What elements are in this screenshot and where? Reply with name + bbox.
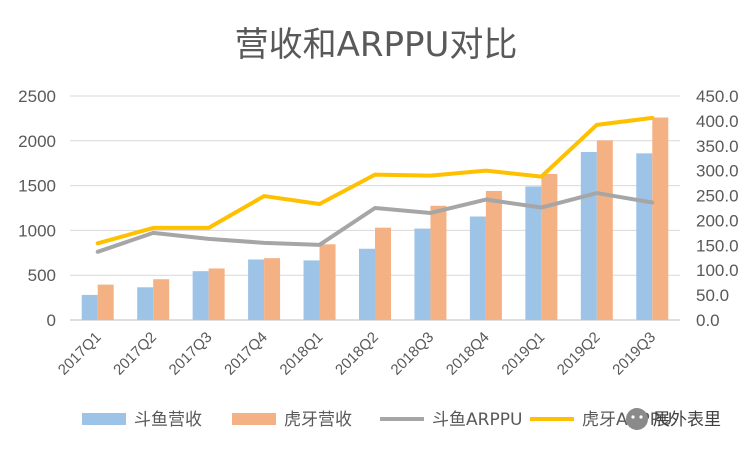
- y-right-tick-label: 300.0: [696, 162, 739, 181]
- bar: [541, 173, 558, 320]
- x-tick-label: 2017Q4: [221, 329, 271, 379]
- watermark: 展外表里: [626, 408, 721, 430]
- legend-label: 斗鱼ARPPU: [432, 410, 522, 430]
- bar: [137, 287, 154, 320]
- chart-title: 营收和ARPPU对比: [235, 25, 518, 65]
- legend-label: 虎牙营收: [284, 410, 352, 430]
- bar: [319, 244, 336, 320]
- x-tick-label: 2017Q2: [110, 329, 160, 379]
- x-tick-label: 2017Q3: [166, 329, 216, 379]
- bar: [303, 260, 320, 320]
- bar: [469, 216, 486, 320]
- bar: [248, 259, 265, 320]
- y-right-tick-label: 150.0: [696, 236, 739, 255]
- y-right-tick-label: 450.0: [696, 87, 739, 106]
- x-tick-label: 2018Q3: [388, 329, 438, 379]
- y-left-tick-label: 1000: [18, 221, 56, 240]
- wechat-icon-eye: [631, 415, 635, 419]
- bar: [525, 186, 542, 320]
- y-right-tick-label: 400.0: [696, 112, 739, 131]
- legend-swatch: [82, 413, 126, 425]
- x-tick-label: 2019Q2: [554, 329, 604, 379]
- bar: [430, 205, 447, 320]
- x-tick-label: 2019Q1: [498, 329, 548, 379]
- wechat-icon-eye: [639, 415, 643, 419]
- bar: [264, 258, 281, 320]
- bar: [414, 228, 431, 320]
- y-right-tick-label: 200.0: [696, 211, 739, 230]
- legend-label: 斗鱼营收: [134, 410, 202, 430]
- y-right-tick-label: 0.0: [696, 311, 720, 330]
- wechat-icon: [626, 408, 648, 430]
- x-tick-label: 2018Q4: [443, 329, 493, 379]
- bar: [208, 268, 225, 320]
- y-right-tick-label: 350.0: [696, 137, 739, 156]
- series-line: [95, 191, 655, 254]
- x-tick-label: 2017Q1: [55, 329, 105, 379]
- legend-swatch: [232, 413, 276, 425]
- bar: [596, 140, 613, 320]
- x-tick-label: 2018Q2: [332, 329, 382, 379]
- x-tick-label: 2018Q1: [277, 329, 327, 379]
- y-left-tick-label: 0: [47, 311, 56, 330]
- bar: [652, 117, 669, 320]
- bar: [153, 279, 170, 320]
- y-right-tick-label: 50.0: [696, 286, 729, 305]
- bar: [359, 248, 375, 320]
- y-left-tick-label: 500: [28, 266, 56, 285]
- y-left-tick-label: 2000: [18, 132, 56, 151]
- bar: [81, 294, 98, 320]
- x-tick-label: 2019Q3: [609, 329, 659, 379]
- bars: [81, 117, 669, 320]
- legend: 斗鱼营收虎牙营收斗鱼ARPPU虎牙ARPPU: [82, 410, 672, 430]
- bar: [636, 153, 653, 320]
- series-line: [95, 115, 655, 246]
- bar: [192, 271, 209, 320]
- bar: [97, 284, 114, 320]
- y-left-tick-label: 1500: [18, 177, 56, 196]
- y-left-tick-label: 2500: [18, 87, 56, 106]
- line-series: [95, 115, 655, 254]
- bar: [375, 227, 391, 320]
- bar: [580, 152, 597, 320]
- y-right-tick-label: 100.0: [696, 261, 739, 280]
- watermark-text: 展外表里: [653, 410, 721, 430]
- bar: [485, 190, 502, 320]
- y-right-tick-label: 250.0: [696, 187, 739, 206]
